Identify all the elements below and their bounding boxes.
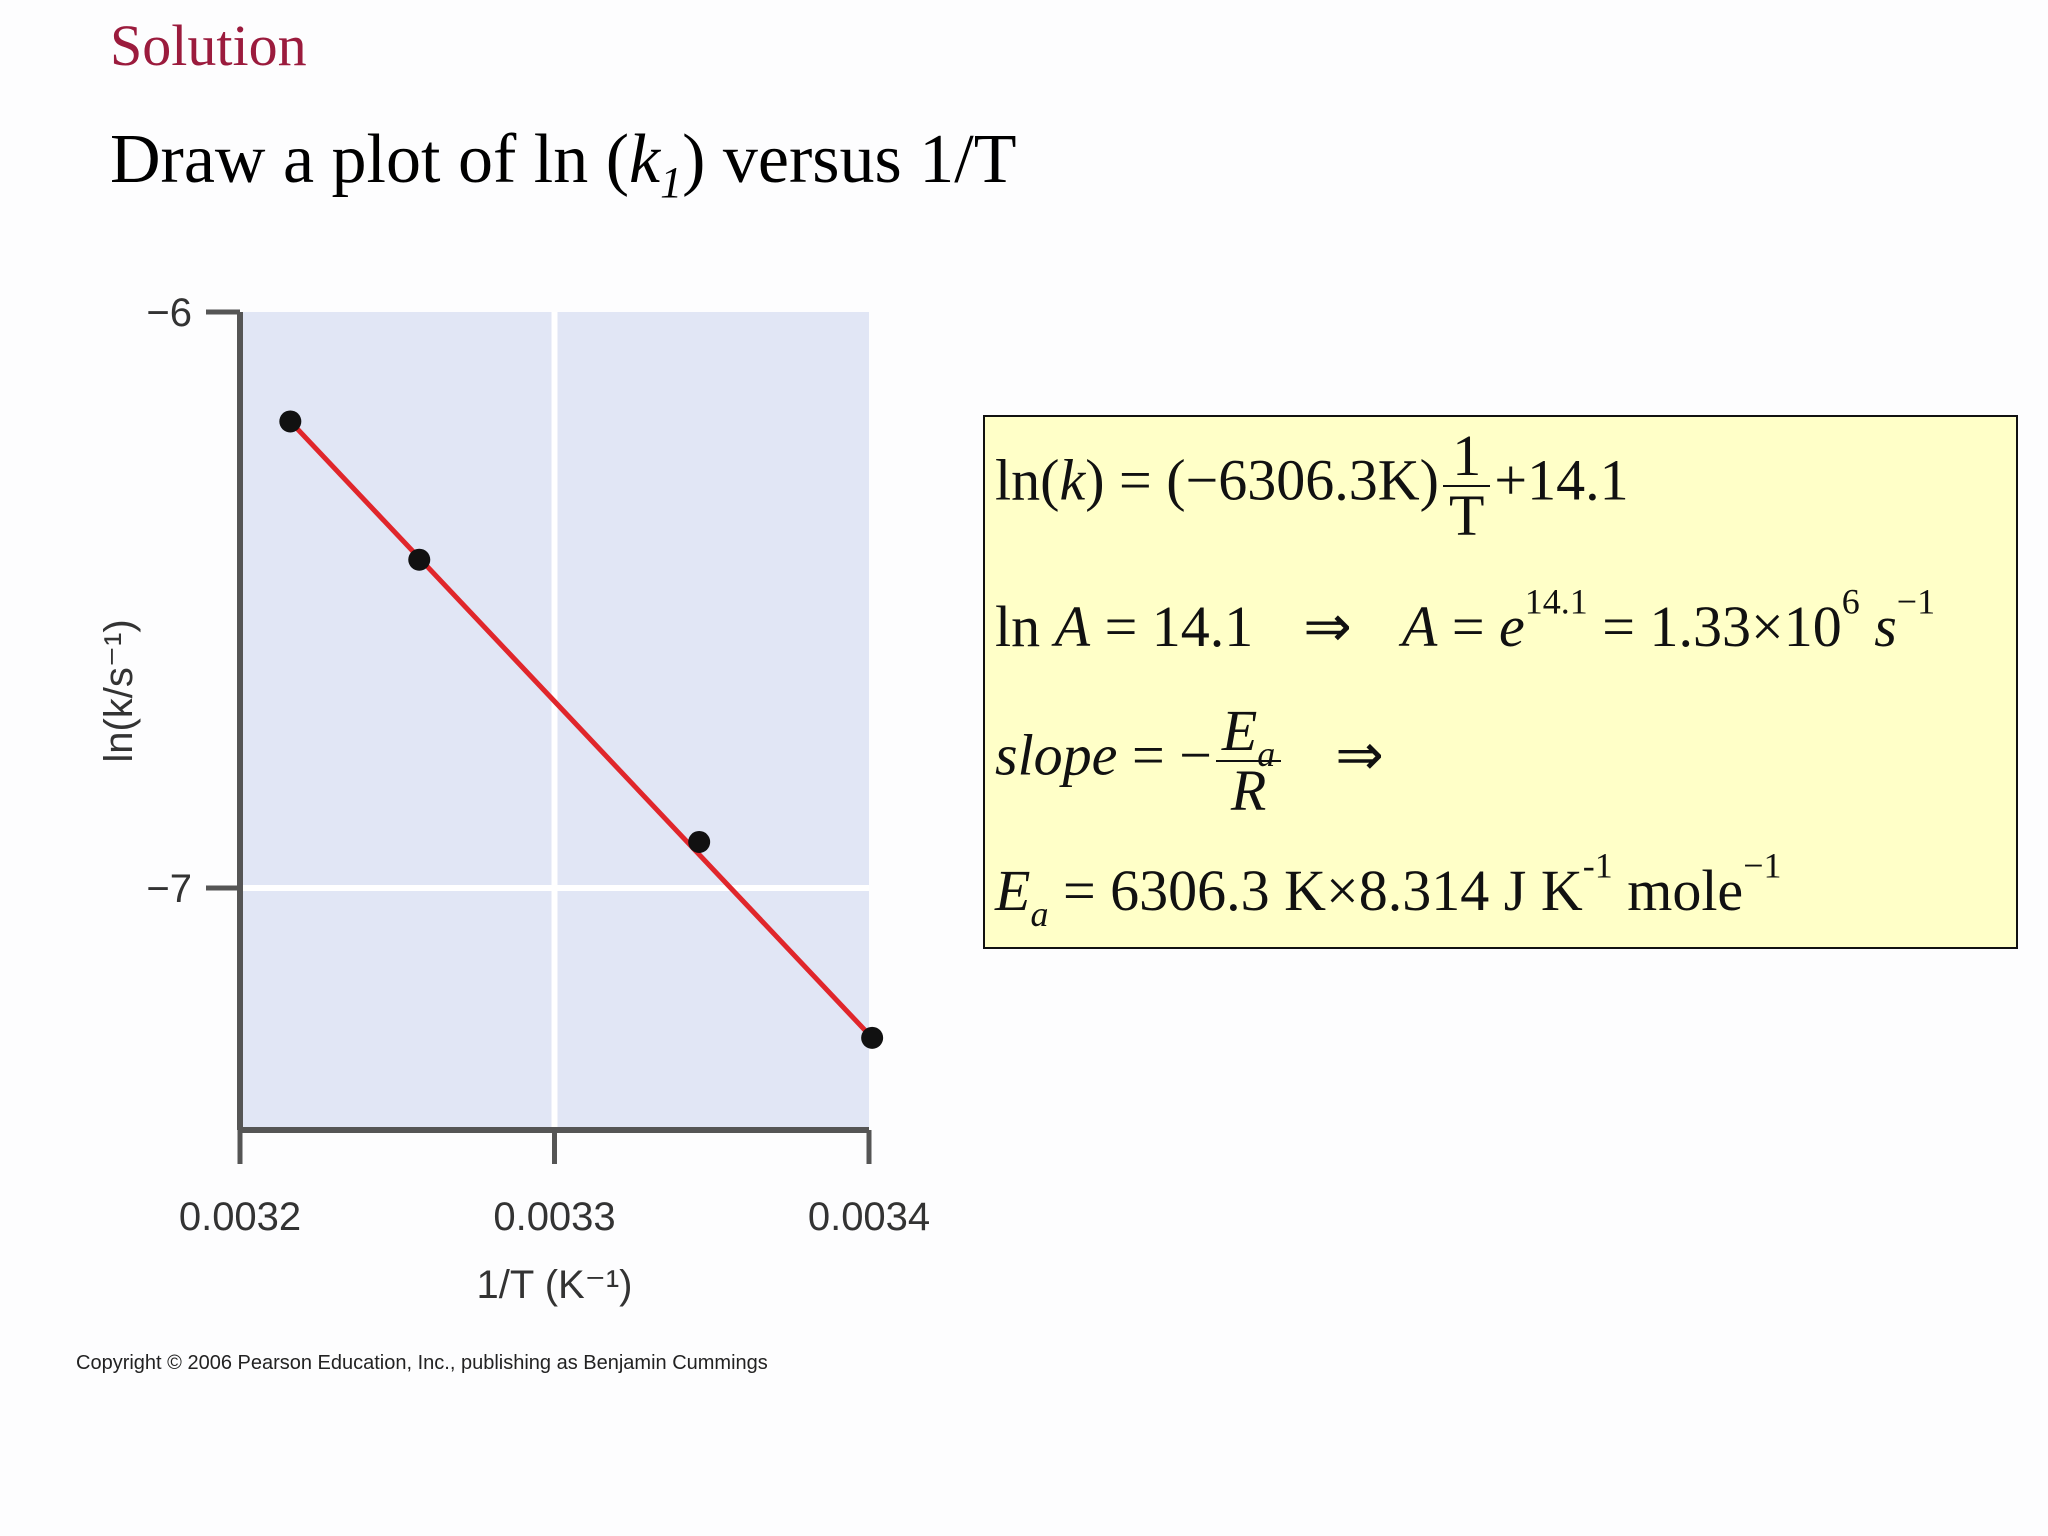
equation-line-3: slope = − Ea R ⇒ [995,698,1384,823]
y-tick-label-0: −6 [146,291,192,335]
title-variable: k [629,121,661,198]
arrhenius-chart: 0.0032 0.0033 0.0034 −6 −7 1/T (K⁻¹) ln(k/s⁻… [97,291,930,1307]
implies-arrow: ⇒ [1303,594,1352,659]
implies-arrow-2: ⇒ [1335,722,1384,788]
equation-line-1: ln(k) = (−6306.3K) 1 T +14.1 [995,423,1629,548]
fit-line [288,419,874,1040]
y-tick-label-1: −7 [146,867,192,911]
intercept-term: +14.1 [1494,447,1629,513]
formula-box: ln(k) = (−6306.3K) 1 T +14.1 ln A = 14.1 ⇒ A … [983,415,2018,949]
x-axis-title: 1/T (K⁻¹) [477,1263,633,1307]
copyright-notice: Copyright © 2006 Pearson Education, Inc.… [76,1352,768,1374]
title-suffix: ) versus 1/T [682,121,1017,198]
x-tick-label-0: 0.0032 [179,1195,301,1239]
x-tick-label-1: 0.0033 [493,1195,615,1239]
data-point-0 [279,410,302,433]
k-variable: k [1059,447,1086,513]
ln-symbol: ln [995,447,1041,513]
grid-lines [240,312,869,1130]
tick-labels: 0.0032 0.0033 0.0034 −6 −7 [146,291,930,1239]
y-axis-title: ln(k/s⁻¹) [97,619,141,762]
axes [206,309,872,1164]
data-point-1 [408,548,431,571]
fraction-ea-over-r: Ea R [1215,702,1282,820]
equation-line-4: Ea = 6306.3 K×8.314 J K-1 mole−1 [995,845,1782,935]
data-point-3 [861,1026,884,1049]
section-label: Solution [110,13,307,78]
data-point-2 [688,830,711,853]
equation-line-2: ln A = 14.1 ⇒ A = e14.1 = 1.33×106 s−1 [995,581,1936,659]
data-series [279,410,884,1049]
slide-title: Draw a plot of ln (k1) versus 1/T [110,120,1017,208]
x-tick-label-2: 0.0034 [808,1195,930,1239]
slope-constant: (−6306.3K) [1166,447,1439,513]
title-subscript: 1 [660,158,683,207]
title-prefix: Draw a plot of ln ( [110,121,630,198]
